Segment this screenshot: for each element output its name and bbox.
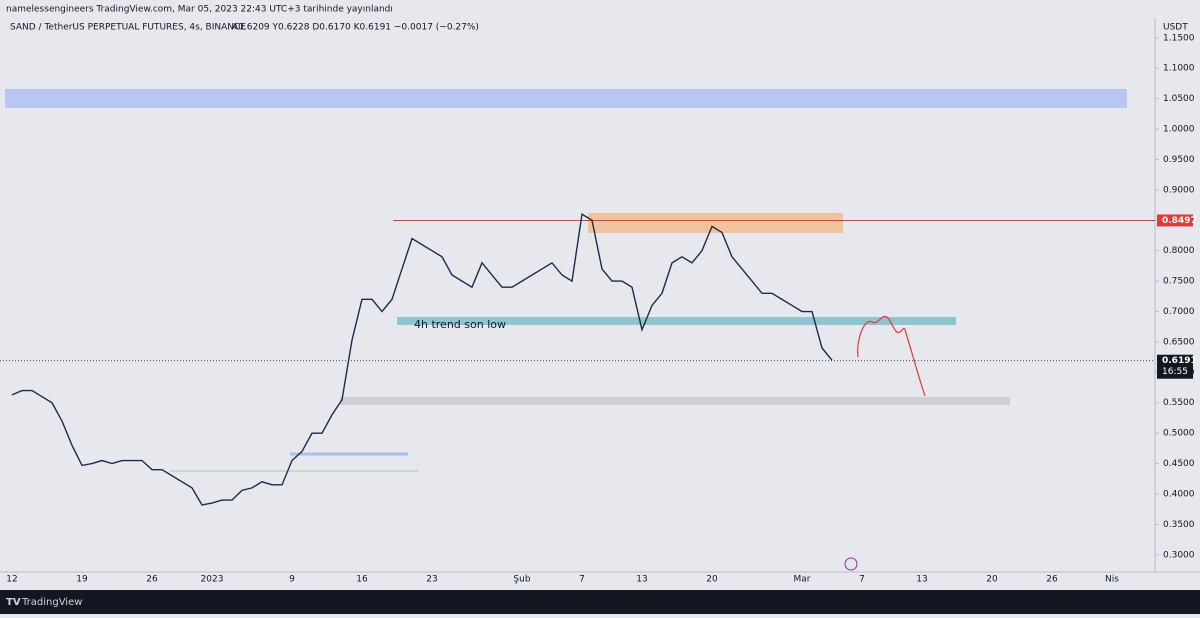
logo: TV: [6, 597, 21, 608]
y-tick-label: 0.9500: [1163, 155, 1195, 165]
x-tick-label: Şub: [513, 575, 530, 585]
y-tick-label: 0.7000: [1163, 307, 1195, 317]
last-price-label: 0.6191: [1162, 356, 1197, 366]
zone: [588, 213, 843, 233]
x-tick-label: 2023: [201, 575, 224, 585]
y-tick-label: 1.1500: [1163, 33, 1195, 43]
publisher: namelessengineers TradingView.com, Mar 0…: [6, 5, 393, 15]
x-tick-label: 7: [859, 575, 865, 585]
x-tick-label: 23: [426, 575, 437, 585]
brand: TradingView: [21, 597, 82, 608]
ohlc: A0.6209 Y0.6228 D0.6170 K0.6191 −0.0017 …: [232, 23, 479, 33]
x-tick-label: 19: [76, 575, 88, 585]
x-tick-label: 20: [986, 575, 998, 585]
zone: [397, 317, 956, 325]
x-tick-label: 13: [916, 575, 927, 585]
y-tick-label: 0.4500: [1163, 459, 1195, 469]
annotation: 4h trend son low: [414, 318, 506, 331]
y-tick-label: 0.4000: [1163, 489, 1195, 499]
y-tick-label: 1.0000: [1163, 125, 1195, 135]
x-tick-label: Nis: [1105, 575, 1119, 585]
x-tick-label: 26: [1046, 575, 1058, 585]
y-tick-label: 1.0500: [1163, 94, 1195, 104]
last-price-box: [1157, 354, 1193, 379]
x-tick-label: 20: [706, 575, 718, 585]
projection: [857, 316, 926, 397]
price-line-series: [11, 213, 833, 506]
x-tick-label: 9: [289, 575, 295, 585]
y-tick-label: 0.5500: [1163, 398, 1195, 408]
y-tick-label: 0.5000: [1163, 429, 1195, 439]
zone: [5, 89, 1127, 108]
zone: [340, 397, 1010, 405]
symbol: SAND / TetherUS PERPETUAL FUTURES, 4s, B…: [10, 23, 246, 33]
price-label: 0.8497: [1162, 216, 1197, 226]
price-label-box: [1157, 214, 1193, 227]
footer-bar: [0, 590, 1200, 614]
y-tick-label: 0.6500: [1163, 337, 1195, 347]
y-tick-label: 0.8000: [1163, 246, 1195, 256]
x-tick-label: 16: [356, 575, 368, 585]
y-tick-label: 0.3500: [1163, 520, 1195, 530]
x-tick-label: Mar: [794, 575, 811, 585]
event-icon: [844, 557, 858, 571]
x-tick-label: 7: [579, 575, 585, 585]
currency: USDT: [1163, 23, 1188, 33]
x-tick-label: 13: [636, 575, 647, 585]
x-tick-label: 26: [146, 575, 158, 585]
y-tick-label: 1.1000: [1163, 64, 1195, 74]
x-tick-label: 12: [6, 575, 17, 585]
y-tick-label: 0.9000: [1163, 185, 1195, 195]
countdown: 16:55: [1162, 367, 1188, 377]
y-tick-label: 0.3000: [1163, 550, 1195, 560]
y-tick-label: 0.7500: [1163, 277, 1195, 287]
